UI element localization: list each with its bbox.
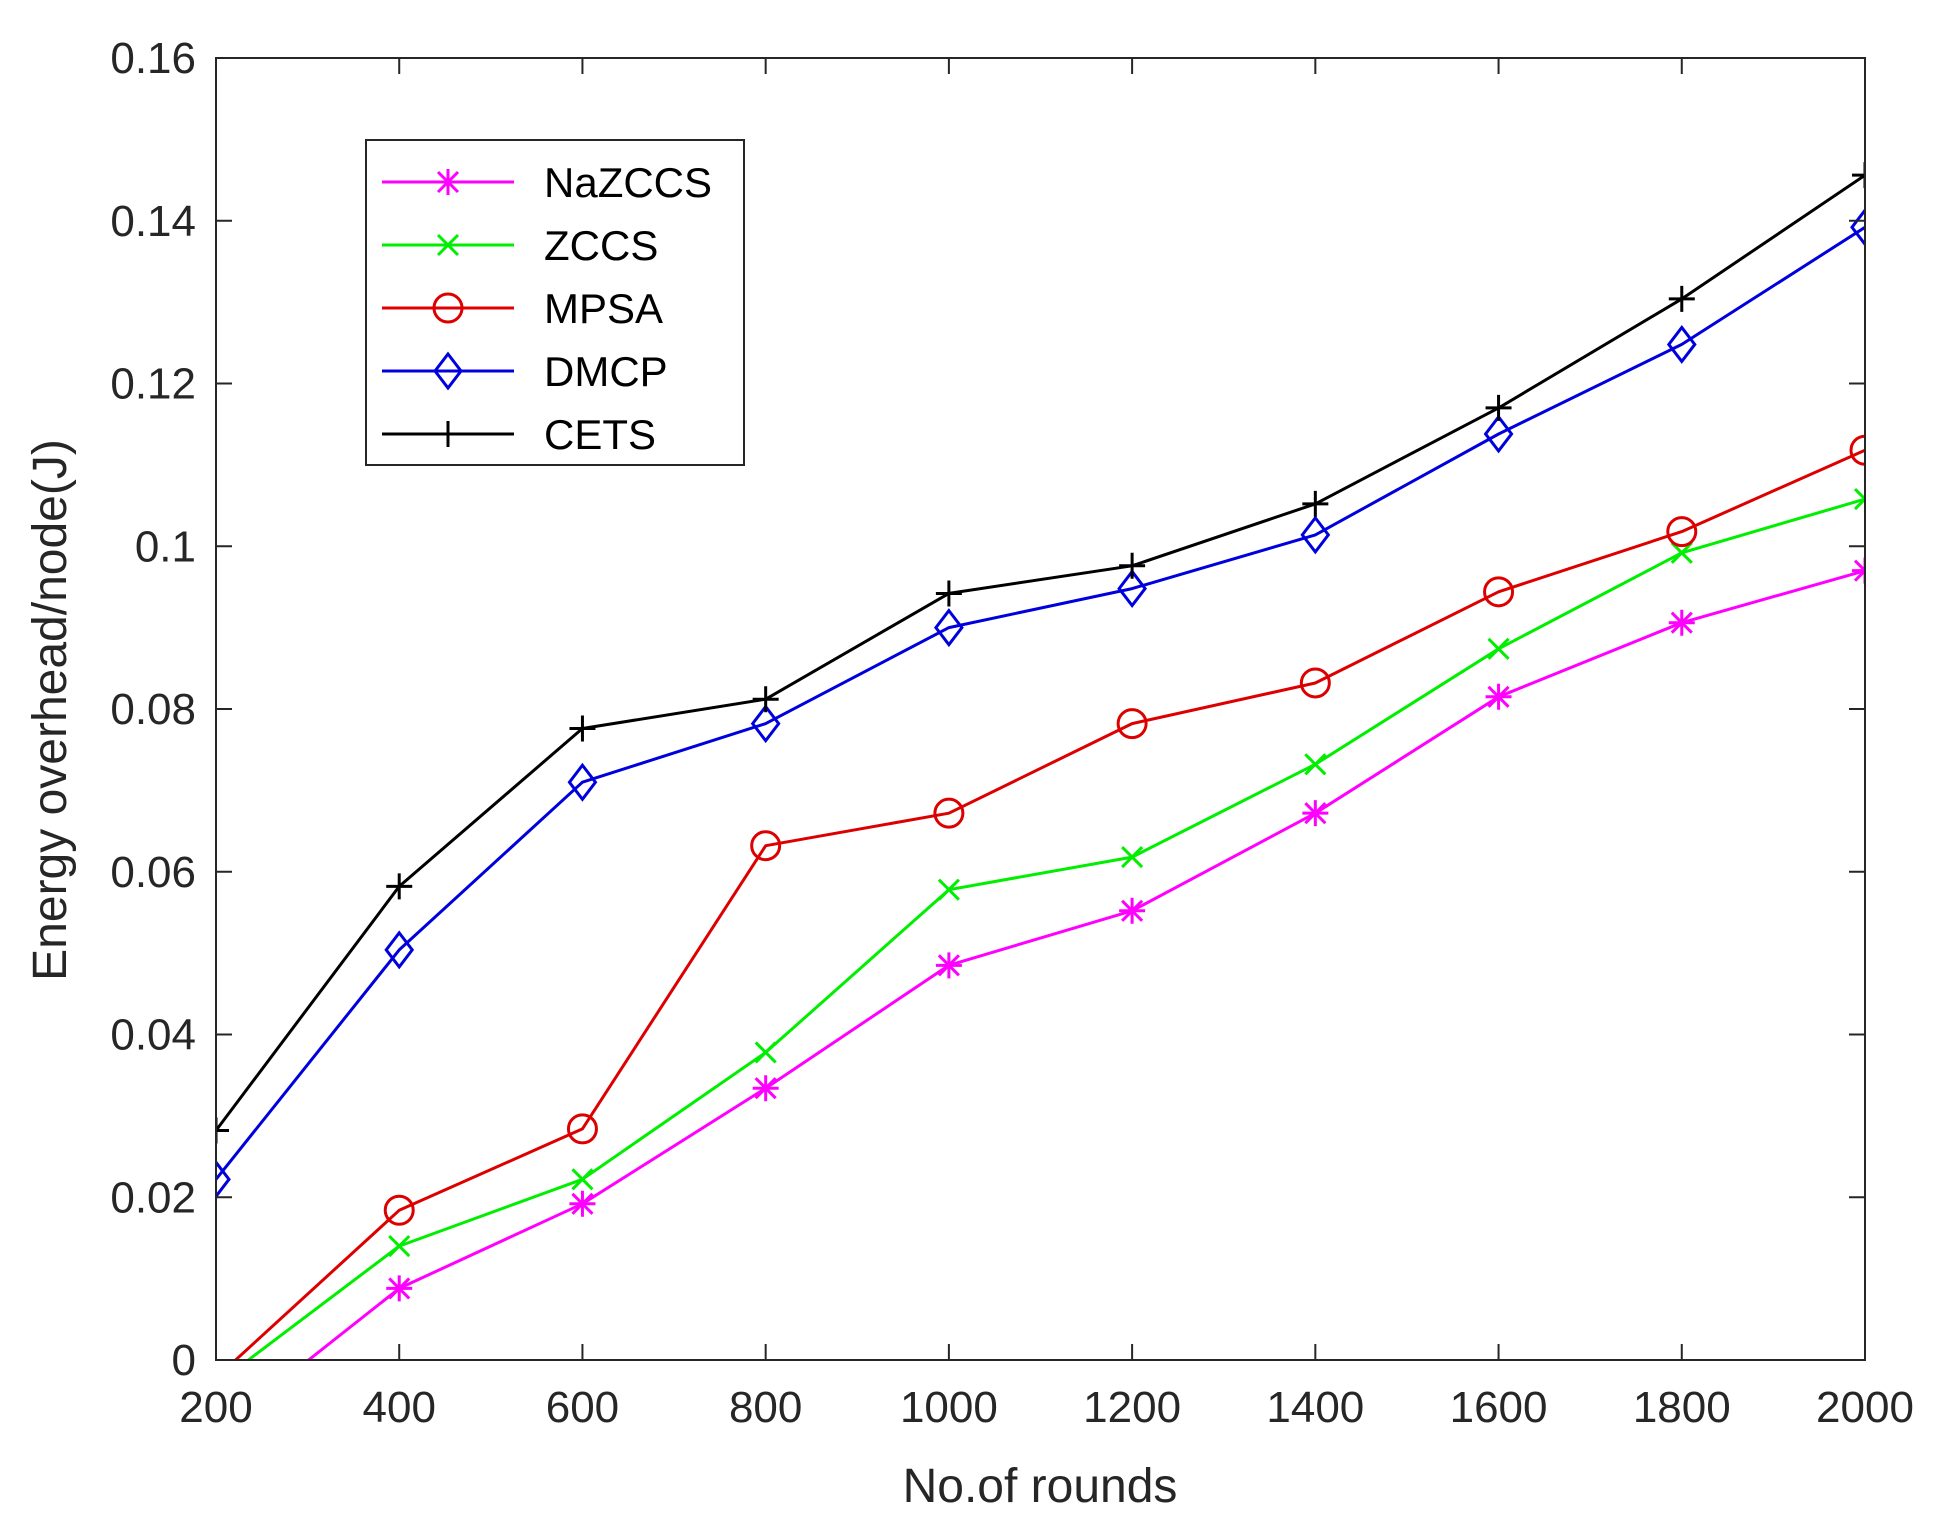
data-point-cets (386, 873, 413, 900)
data-point-mpsa (933, 797, 965, 829)
legend-item-cets: CETS (382, 411, 656, 458)
data-point-nazccs (935, 952, 962, 979)
data-point-dmcp (934, 608, 964, 648)
data-point-dmcp (216, 1159, 231, 1199)
data-point-dmcp (1483, 414, 1514, 454)
data-point-zccs (1853, 487, 1865, 511)
marker-layer (216, 162, 1865, 1302)
legend-marker (435, 169, 461, 195)
data-point-cets (569, 715, 596, 742)
legend-label: CETS (544, 411, 656, 458)
series-layer (216, 173, 1865, 1360)
data-point-nazccs (1119, 897, 1146, 924)
data-point-nazccs (1485, 683, 1512, 710)
legend-box (365, 139, 745, 466)
data-point-cets (1852, 162, 1865, 189)
data-point-mpsa (1116, 708, 1148, 740)
data-point-mpsa (1666, 516, 1698, 548)
data-point-dmcp (750, 704, 781, 744)
data-point-nazccs (386, 1275, 413, 1302)
data-point-dmcp (384, 930, 415, 970)
y-tick-label: 0.12 (110, 360, 196, 409)
data-point-dmcp (1300, 515, 1331, 555)
legend-item-dmcp: DMCP (382, 348, 668, 395)
data-point-mpsa (383, 1194, 415, 1226)
legend-label: DMCP (544, 348, 668, 395)
x-tick-label: 200 (179, 1383, 252, 1432)
y-axis-title: Energy overhead/node(J) (24, 439, 77, 981)
data-point-dmcp (1666, 324, 1697, 364)
y-tick-label: 0 (172, 1336, 196, 1385)
x-tick-label: 2000 (1816, 1383, 1914, 1432)
ticks-layer: 200 400 600 800 1000 1200 1400 1600 1800 2000 0 0.0… (110, 34, 1914, 1432)
data-point-dmcp (567, 762, 598, 802)
x-tick-label: 1200 (1083, 1383, 1181, 1432)
data-point-zccs (754, 1041, 777, 1064)
data-point-cets (1485, 394, 1512, 421)
data-point-mpsa (566, 1113, 598, 1145)
legend-label: NaZCCS (544, 159, 712, 206)
data-point-cets (1668, 285, 1695, 312)
data-point-zccs (937, 878, 960, 901)
data-point-cets (1302, 490, 1329, 517)
x-tick-label: 1000 (900, 1383, 998, 1432)
legend-item-mpsa: MPSA (382, 285, 663, 332)
legend-label: ZCCS (544, 222, 658, 269)
x-tick-label: 800 (729, 1383, 802, 1432)
data-point-cets (935, 580, 962, 607)
y-tick-label: 0.02 (110, 1173, 196, 1222)
legend-marker (435, 421, 461, 447)
data-point-mpsa (1299, 667, 1331, 699)
x-tick-label: 1800 (1633, 1383, 1731, 1432)
series-line-mpsa (233, 448, 1865, 1360)
data-point-cets (216, 1117, 229, 1144)
x-tick-label: 600 (546, 1383, 619, 1432)
data-point-zccs (1670, 541, 1693, 564)
data-point-zccs (388, 1235, 411, 1258)
data-point-mpsa (1849, 434, 1865, 466)
data-point-nazccs (1668, 609, 1695, 636)
series-line-zccs (245, 497, 1865, 1360)
legend: NaZCCS ZCCS MPSA DMCP CETS (365, 139, 745, 466)
y-tick-label: 0.06 (110, 848, 196, 897)
legend-marker (433, 351, 463, 391)
x-tick-label: 400 (363, 1383, 436, 1432)
y-tick-label: 0.1 (135, 522, 196, 571)
legend-item-zccs: ZCCS (382, 222, 658, 269)
legend-label: MPSA (544, 285, 663, 332)
y-tick-label: 0.14 (110, 197, 196, 246)
x-axis-title: No.of rounds (903, 1460, 1178, 1513)
data-point-nazccs (1302, 800, 1329, 827)
y-tick-label: 0.04 (110, 1011, 196, 1060)
y-tick-label: 0.08 (110, 685, 196, 734)
data-point-zccs (1487, 637, 1510, 660)
x-tick-label: 1400 (1266, 1383, 1364, 1432)
x-tick-label: 1600 (1450, 1383, 1548, 1432)
data-point-zccs (1304, 753, 1327, 776)
legend-marker (436, 233, 460, 257)
series-line-dmcp (216, 226, 1865, 1181)
series-line-cets (216, 173, 1865, 1132)
data-point-cets (752, 686, 779, 713)
y-tick-label: 0.16 (110, 34, 196, 83)
data-point-mpsa (1483, 576, 1515, 608)
data-point-nazccs (569, 1190, 596, 1217)
data-point-zccs (1121, 846, 1144, 869)
series-line-nazccs (306, 569, 1865, 1360)
data-point-mpsa (750, 830, 782, 862)
data-point-zccs (571, 1168, 594, 1191)
data-point-nazccs (752, 1075, 779, 1102)
data-point-dmcp (1117, 569, 1147, 609)
legend-marker (432, 292, 464, 324)
data-point-cets (1119, 552, 1146, 579)
legend-item-nazccs: NaZCCS (382, 159, 712, 206)
